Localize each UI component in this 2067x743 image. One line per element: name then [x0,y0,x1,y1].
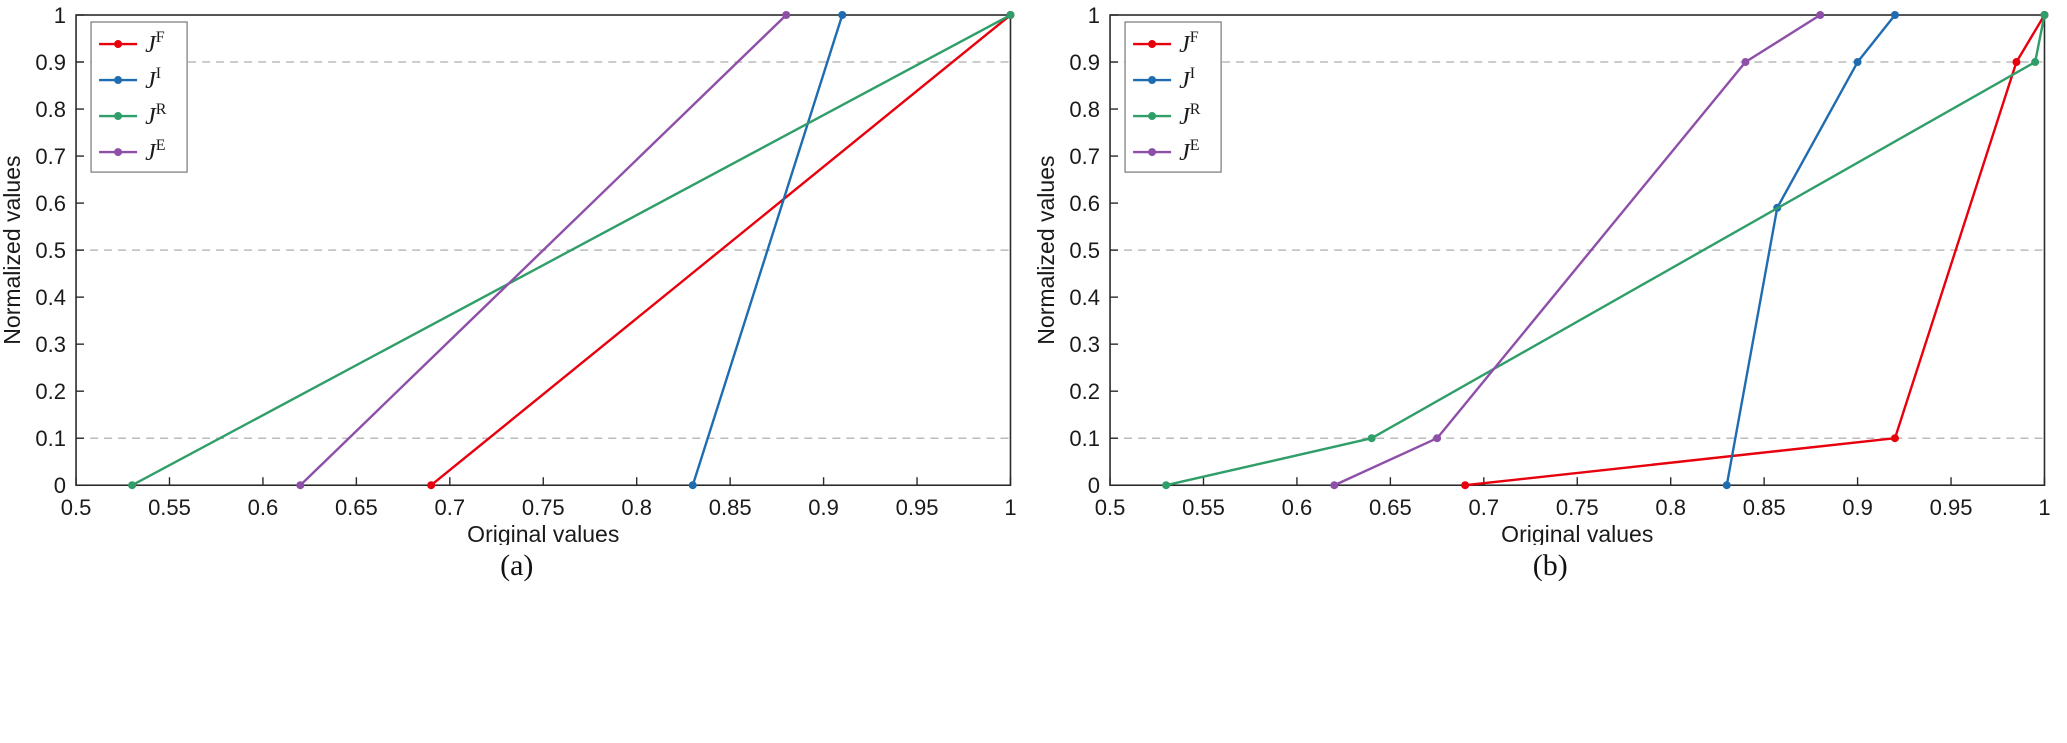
data-point-marker-jr [128,481,137,490]
y-tick-label: 0.8 [35,97,66,122]
series-line-ji [691,14,844,486]
legend-marker-jf [1147,40,1156,49]
y-tick-label: 0.4 [1069,285,1100,310]
data-point-marker-jr [2030,58,2039,67]
x-tick-label: 0.85 [709,495,752,520]
chart-a-caption: (a) [500,549,534,583]
figure-a: 0.5 0.55 0.6 0.65 0.7 0.75 0.8 0.85 0.9 0.95 1 0 0.1… [0,0,1034,583]
data-point-marker-jr [2039,11,2048,20]
data-point-marker-ji [1722,481,1731,490]
x-tick-label: 0.65 [1368,495,1411,520]
x-tick-label: 0.65 [335,495,378,520]
data-point-marker-jf [2011,58,2020,67]
x-tick-label: 0.7 [1468,495,1499,520]
chart-a: 0.5 0.55 0.6 0.65 0.7 0.75 0.8 0.85 0.9 0.95 1 0 0.1… [0,3,1017,545]
y-tick-label: 0.5 [35,238,66,263]
y-tick-label: 0.5 [1069,238,1100,263]
x-tick-label: 0.7 [435,495,466,520]
legend-marker-jr [1147,112,1156,121]
data-point-marker-je [296,481,305,490]
series-line-jr [1165,14,2046,487]
y-tick-label: 0.1 [35,426,66,451]
y-tick-label: 1 [54,3,66,28]
x-tick-label: 0.95 [1929,495,1972,520]
x-tick-label: 0.6 [248,495,279,520]
y-tick-label: 0.1 [1069,426,1100,451]
x-tick-label: 0.9 [808,495,839,520]
data-point-marker-je [1740,58,1749,67]
y-tick-label: 0.7 [35,144,66,169]
y-tick-label: 0.3 [35,332,66,357]
x-axis-label: Original values [1501,521,1653,545]
series-line-jf [430,14,1012,487]
x-tick-label: 0.6 [1281,495,1312,520]
data-point-marker-je [1815,11,1824,20]
data-point-marker-je [1432,434,1441,443]
chart-b: 0.5 0.55 0.6 0.65 0.7 0.75 0.8 0.85 0.9 0.95 1 0 0.1… [1034,3,2051,545]
y-axis-label: Normalized values [1034,156,1059,345]
legend-marker-jr [114,112,123,121]
x-tick-label: 0.75 [1555,495,1598,520]
y-tick-label: 0 [1087,473,1099,498]
data-point-marker-jr [1161,481,1170,490]
x-tick-label: 0.5 [61,495,92,520]
data-point-marker-jr [1006,11,1015,20]
y-tick-label: 0.2 [35,379,66,404]
legend-box [90,21,188,173]
data-point-marker-je [1329,481,1338,490]
data-point-marker-ji [838,11,847,20]
x-tick-label: 0.55 [148,495,191,520]
legend-box [1123,21,1222,173]
y-tick-label: 0.7 [1069,144,1100,169]
x-tick-label: 0.75 [522,495,565,520]
x-tick-label: 1 [2038,495,2050,520]
x-tick-label: 0.8 [621,495,652,520]
y-tick-label: 0 [54,473,66,498]
x-tick-label: 0.85 [1742,495,1785,520]
x-tick-label: 1 [1004,495,1016,520]
series-line-jf [1464,14,2046,487]
x-tick-label: 0.5 [1094,495,1125,520]
y-tick-label: 0.2 [1069,379,1100,404]
y-tick-label: 0.9 [35,50,66,75]
series-line-jr [131,13,1012,487]
legend-marker-ji [114,76,123,85]
data-point-marker-jr [1367,434,1376,443]
x-tick-label: 0.9 [1842,495,1873,520]
y-tick-label: 0.6 [1069,191,1100,216]
chart-b-caption: (b) [1532,549,1568,583]
y-tick-label: 0.4 [35,285,66,310]
data-point-marker-je [782,11,791,20]
x-tick-label: 0.8 [1655,495,1686,520]
data-point-marker-jf [427,481,436,490]
y-axis-label: Normalized values [0,156,25,345]
series-line-je [299,14,788,487]
legend-marker-je [114,148,123,157]
figure-b: 0.5 0.55 0.6 0.65 0.7 0.75 0.8 0.85 0.9 0.95 1 0 0.1… [1034,0,2067,583]
x-tick-label: 0.95 [896,495,939,520]
series-line-ji [1725,14,1896,486]
y-tick-label: 0.9 [1069,50,1100,75]
data-point-marker-ji [688,481,697,490]
legend-marker-jf [114,40,123,49]
data-point-marker-ji [1853,58,1862,67]
y-tick-label: 0.8 [1069,97,1100,122]
y-tick-label: 0.3 [1069,332,1100,357]
y-tick-label: 1 [1087,3,1099,28]
x-axis-label: Original values [467,521,619,545]
y-tick-label: 0.6 [35,191,66,216]
data-point-marker-ji [1890,11,1899,20]
x-tick-label: 0.55 [1182,495,1225,520]
legend-marker-ji [1147,76,1156,85]
data-point-marker-jf [1890,434,1899,443]
legend-marker-je [1147,148,1156,157]
series-line-je [1333,13,1821,487]
data-point-marker-jf [1460,481,1469,490]
